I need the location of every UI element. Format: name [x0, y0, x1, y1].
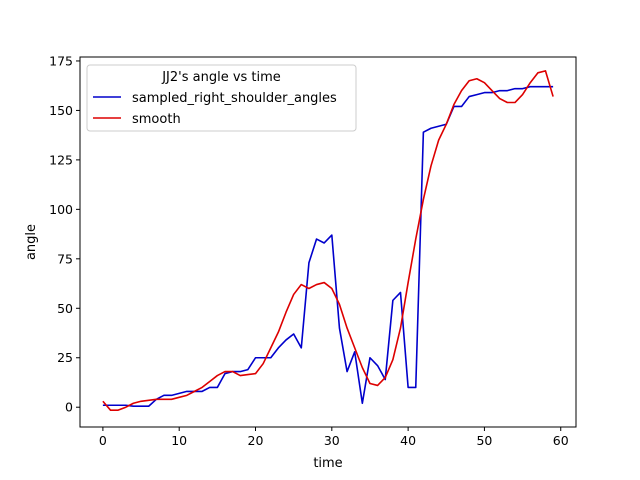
y-axis: 0 25 50 75 100 125 150 175 — [49, 53, 80, 415]
series-layer — [102, 70, 554, 411]
y-tick-label: 125 — [49, 152, 73, 167]
y-tick-label: 75 — [57, 251, 73, 266]
legend-title: JJ2's angle vs time — [161, 70, 281, 85]
x-tick-label: 60 — [553, 433, 569, 448]
legend: JJ2's angle vs time sampled_right_should… — [86, 64, 357, 132]
x-tick-label: 30 — [324, 433, 340, 448]
x-tick-label: 0 — [99, 433, 107, 448]
series-line-smooth — [102, 70, 554, 411]
x-tick-label: 10 — [171, 433, 187, 448]
x-tick-label: 50 — [476, 433, 492, 448]
y-tick-label: 0 — [65, 400, 73, 415]
plot-area-frame — [79, 56, 577, 428]
x-axis: 0 10 20 30 40 50 60 — [99, 427, 569, 448]
y-axis-title: angle — [24, 224, 39, 260]
y-tick-label: 25 — [57, 350, 73, 365]
y-tick-label: 50 — [57, 301, 73, 316]
x-axis-title: time — [313, 456, 342, 471]
y-tick-label: 100 — [49, 202, 73, 217]
legend-box — [86, 64, 357, 132]
legend-label-smooth: smooth — [132, 112, 181, 127]
x-tick-label: 20 — [248, 433, 264, 448]
y-tick-label: 150 — [49, 103, 73, 118]
x-tick-label: 40 — [400, 433, 416, 448]
series-line-sampled — [102, 85, 554, 408]
y-tick-label: 175 — [49, 53, 73, 68]
legend-label-sampled: sampled_right_shoulder_angles — [132, 91, 337, 106]
